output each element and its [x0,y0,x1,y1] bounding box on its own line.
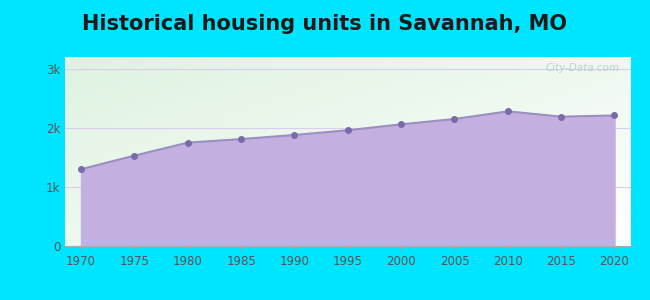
Point [502,109,513,114]
Text: Historical housing units in Savannah, MO: Historical housing units in Savannah, MO [83,14,567,34]
Point [129,153,140,158]
Text: City-Data.com: City-Data.com [545,63,619,73]
Point [609,113,619,118]
Point [396,122,406,127]
Point [343,128,353,133]
Point [289,133,300,137]
Point [183,140,193,145]
Point [236,137,246,142]
Point [449,117,460,122]
Point [556,114,566,119]
Point [76,167,86,172]
